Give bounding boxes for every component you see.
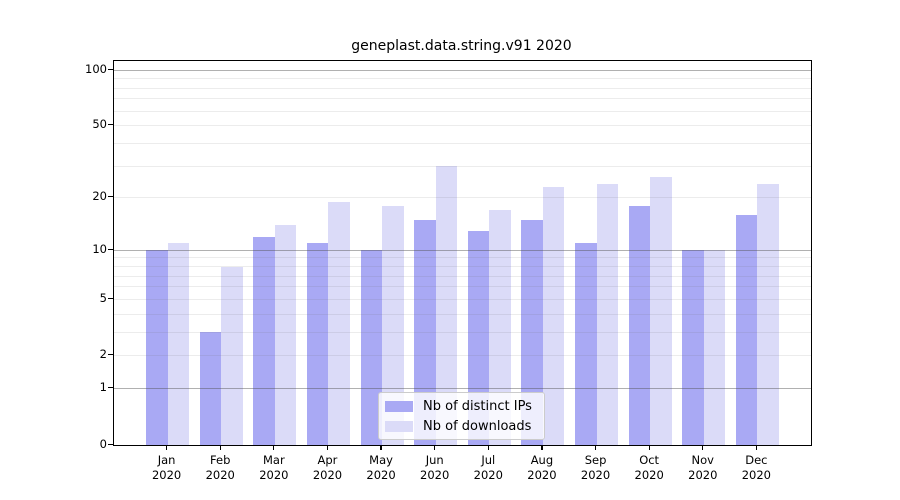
gridline-100 [114,69,811,71]
gridline-1 [114,388,811,390]
x-label-jul: Jul 2020 [473,453,503,482]
x-label-apr: Apr 2020 [312,453,343,482]
gridline-10 [114,249,811,251]
plot-area [113,60,812,446]
bar-downloads-dec [757,183,779,445]
x-label-aug: Aug 2020 [527,453,557,482]
gridline-2 [114,355,811,357]
x-label-mar: Mar 2020 [259,453,289,482]
bar-ips-may [360,250,383,445]
bar-ips-jun [414,219,436,445]
x-tick-mark-may [380,445,382,450]
bar-ips-dec [735,214,758,445]
x-tick-mark-feb [219,445,221,450]
bar-ips-oct [628,205,651,445]
y-tick-label-1: 1 [99,380,107,395]
gridline-70 [114,98,811,100]
gridline-40 [114,142,811,144]
gridline-5 [114,298,811,300]
y-tick-label-50: 50 [92,117,107,132]
bar-downloads-jan [167,243,190,445]
y-tick-label-20: 20 [92,189,107,204]
legend-label-distinct-ips: Nb of distinct IPs [423,398,532,414]
x-tick-mark-jan [166,445,168,450]
bar-downloads-sep [596,183,618,445]
legend: Nb of distinct IPs Nb of downloads [378,392,545,440]
x-label-jun: Jun 2020 [420,453,450,482]
x-tick-mark-jun [434,445,436,450]
y-tick-mark-0 [108,443,113,445]
y-tick-mark-50 [108,124,113,126]
bar-downloads-may [382,205,404,445]
bar-ips-sep [575,243,597,445]
y-tick-label-2: 2 [99,347,107,362]
x-tick-mark-dec [755,445,757,450]
x-label-sep: Sep 2020 [580,453,611,482]
y-tick-label-5: 5 [99,290,107,305]
y-tick-label-0: 0 [99,436,107,451]
bar-ips-feb [199,332,222,445]
chart-title: geneplast.data.string.v91 2020 [351,38,572,54]
bar-ips-jul [467,230,490,445]
gridline-9 [114,257,811,259]
bar-ips-nov [682,250,704,445]
bar-ips-mar [253,236,275,445]
gridline-80 [114,87,811,89]
y-tick-mark-100 [108,68,113,70]
x-tick-mark-jul [487,445,489,450]
bar-downloads-nov [703,250,726,445]
bar-downloads-feb [221,266,243,445]
x-label-dec: Dec 2020 [741,453,772,482]
bar-downloads-jun [435,166,458,445]
x-tick-mark-oct [648,445,650,450]
legend-label-downloads: Nb of downloads [423,418,532,434]
x-label-nov: Nov 2020 [688,453,718,482]
bar-downloads-apr [328,201,350,445]
bar-downloads-mar [274,225,297,445]
gridline-6 [114,286,811,288]
gridline-90 [114,78,811,80]
y-tick-mark-10 [108,248,113,250]
x-tick-mark-aug [541,445,543,450]
bar-downloads-jul [489,210,511,445]
bar-ips-apr [307,243,329,445]
y-tick-mark-5 [108,297,113,300]
x-label-feb: Feb 2020 [205,453,235,482]
gridline-4 [114,313,811,315]
x-tick-mark-nov [702,445,704,450]
gridline-30 [114,165,811,167]
gridline-3 [114,331,811,333]
gridline-8 [114,266,811,268]
x-label-oct: Oct 2020 [634,453,664,482]
bar-downloads-oct [650,177,672,445]
x-tick-mark-apr [326,445,329,450]
bar-downloads-aug [542,186,565,445]
gridline-60 [114,110,811,112]
bar-ips-jan [146,250,168,445]
x-label-jan: Jan 2020 [151,453,182,482]
gridline-20 [114,197,811,199]
x-tick-mark-mar [273,445,275,450]
gridline-7 [114,275,811,277]
legend-row-downloads: Nb of downloads [379,419,544,434]
gridline-50 [114,125,811,127]
legend-row-distinct-ips: Nb of distinct IPs [379,399,544,414]
x-tick-mark-sep [594,445,597,450]
y-tick-mark-2 [108,354,113,356]
bar-ips-aug [521,219,543,445]
y-tick-mark-20 [108,196,113,198]
downloads-swatch [385,420,413,432]
y-tick-mark-1 [108,387,113,389]
x-label-may: May 2020 [366,453,396,482]
y-tick-label-10: 10 [92,241,107,256]
y-tick-label-100: 100 [85,61,107,76]
distinct-ips-swatch [385,400,413,412]
